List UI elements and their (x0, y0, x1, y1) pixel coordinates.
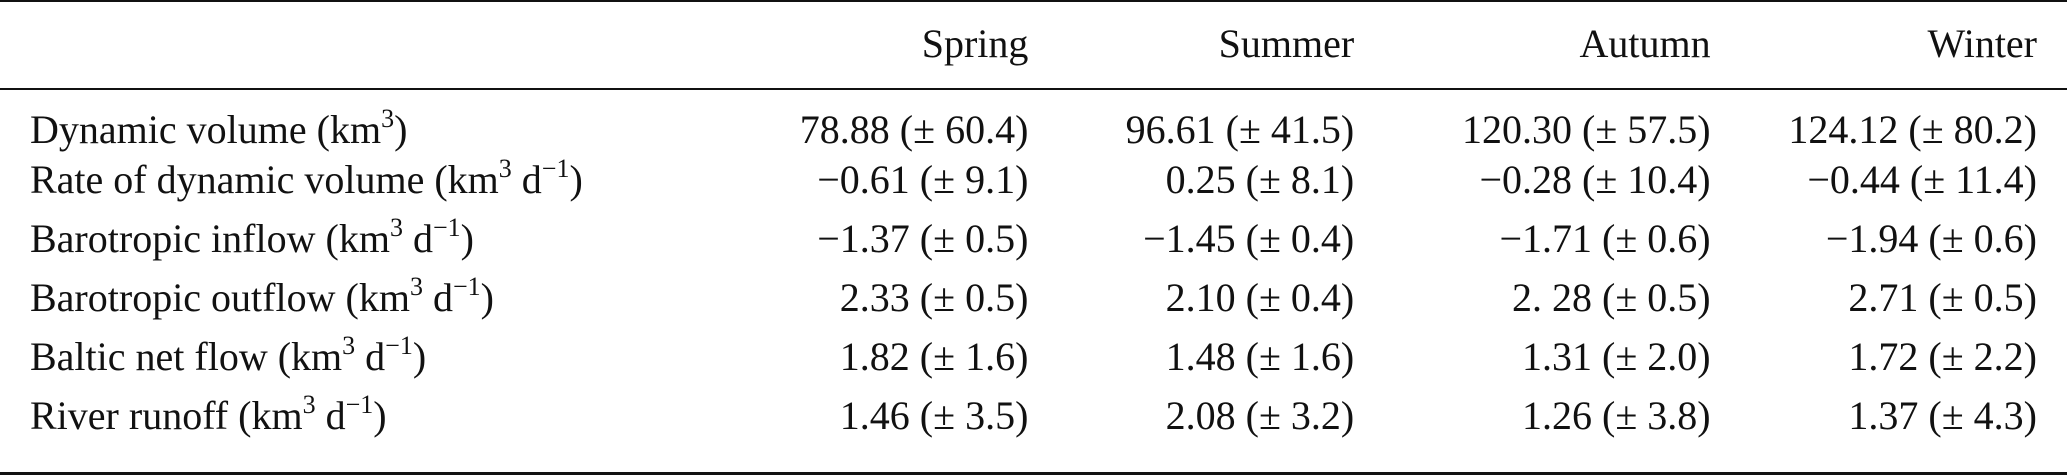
cell-winter: 124.12 (± 80.2) (1788, 107, 2037, 152)
row-name: Baltic net flow (30, 333, 268, 379)
table-bottom-rule (0, 472, 2067, 475)
cell-winter: 1.72 (± 2.2) (1848, 333, 2037, 379)
table-body: Dynamic volume (km3) 78.88 (± 60.4) 96.61 … (0, 88, 2067, 445)
cell-winter: 2.71 (± 0.5) (1848, 274, 2037, 320)
header-cell-autumn: Autumn (1579, 21, 1711, 66)
table-header: Spring Summer Autumn Winter (0, 0, 2067, 88)
cell-winter: 1.37 (± 4.3) (1848, 392, 2037, 438)
cell-spring: 1.82 (± 1.6) (839, 333, 1029, 379)
cell-winter: −0.44 (± 11.4) (1807, 156, 2037, 202)
table-row: Dynamic volume (km3) 78.88 (± 60.4) 96.61 … (0, 88, 2067, 150)
cell-spring: 2.33 (± 0.5) (839, 274, 1029, 320)
row-label: Barotropic inflow (km3 d−1) (0, 209, 713, 268)
row-unit: (km3 d−1) (277, 330, 427, 379)
cell-summer: 2.10 (± 0.4) (1165, 274, 1355, 320)
row-name: Barotropic outflow (30, 274, 336, 320)
row-label: Rate of dynamic volume (km3 d−1) (0, 150, 713, 209)
header-cell-label (0, 0, 713, 88)
table-row: Rate of dynamic volume (km3 d−1) −0.61 (±… (0, 150, 2067, 209)
header-cell-winter: Winter (1927, 21, 2037, 66)
table-row: Barotropic outflow (km3 d−1) 2.33 (± 0.5)… (0, 268, 2067, 327)
row-unit: (km3) (316, 104, 408, 152)
row-label: Baltic net flow (km3 d−1) (0, 327, 713, 386)
cell-spring: −1.37 (± 0.5) (817, 215, 1029, 261)
cell-autumn: −0.28 (± 10.4) (1479, 156, 1711, 202)
table-row: Baltic net flow (km3 d−1) 1.82 (± 1.6) 1.4… (0, 327, 2067, 386)
cell-summer: 2.08 (± 3.2) (1165, 392, 1355, 438)
row-label: Dynamic volume (km3) (0, 88, 713, 150)
table-row: Barotropic inflow (km3 d−1) −1.37 (± 0.5)… (0, 209, 2067, 268)
table-row: River runoff (km3 d−1) 1.46 (± 3.5) 2.08 (… (0, 386, 2067, 445)
cell-autumn: 120.30 (± 57.5) (1462, 107, 1711, 152)
table-header-rule (0, 88, 2067, 90)
row-unit: (km3 d−1) (238, 389, 387, 438)
data-table: Spring Summer Autumn Winter Dynamic volu… (0, 0, 2067, 445)
row-label: River runoff (km3 d−1) (0, 386, 713, 445)
header-row: Spring Summer Autumn Winter (0, 0, 2067, 88)
row-name: Dynamic volume (30, 107, 307, 152)
table-top-rule (0, 0, 2067, 2)
cell-winter: −1.94 (± 0.6) (1825, 215, 2037, 261)
cell-summer: 1.48 (± 1.6) (1165, 333, 1355, 379)
row-unit: (km3 d−1) (345, 271, 494, 320)
cell-summer: 96.61 (± 41.5) (1125, 107, 1355, 152)
cell-spring: 1.46 (± 3.5) (839, 392, 1029, 438)
cell-autumn: 1.31 (± 2.0) (1522, 333, 1711, 379)
row-name: Barotropic inflow (30, 215, 316, 261)
row-name: Rate of dynamic volume (30, 156, 425, 202)
row-name: River runoff (30, 392, 229, 438)
cell-summer: 0.25 (± 8.1) (1165, 156, 1355, 202)
cell-autumn: −1.71 (± 0.6) (1499, 215, 1711, 261)
header-cell-spring: Spring (921, 21, 1029, 66)
cell-autumn: 2. 28 (± 0.5) (1512, 274, 1711, 320)
row-unit: (km3 d−1) (325, 212, 474, 261)
cell-autumn: 1.26 (± 3.8) (1522, 392, 1711, 438)
row-label: Barotropic outflow (km3 d−1) (0, 268, 713, 327)
cell-summer: −1.45 (± 0.4) (1143, 215, 1355, 261)
header-cell-summer: Summer (1218, 21, 1355, 66)
cell-spring: 78.88 (± 60.4) (799, 107, 1029, 152)
cell-spring: −0.61 (± 9.1) (817, 156, 1029, 202)
row-unit: (km3 d−1) (434, 153, 583, 202)
